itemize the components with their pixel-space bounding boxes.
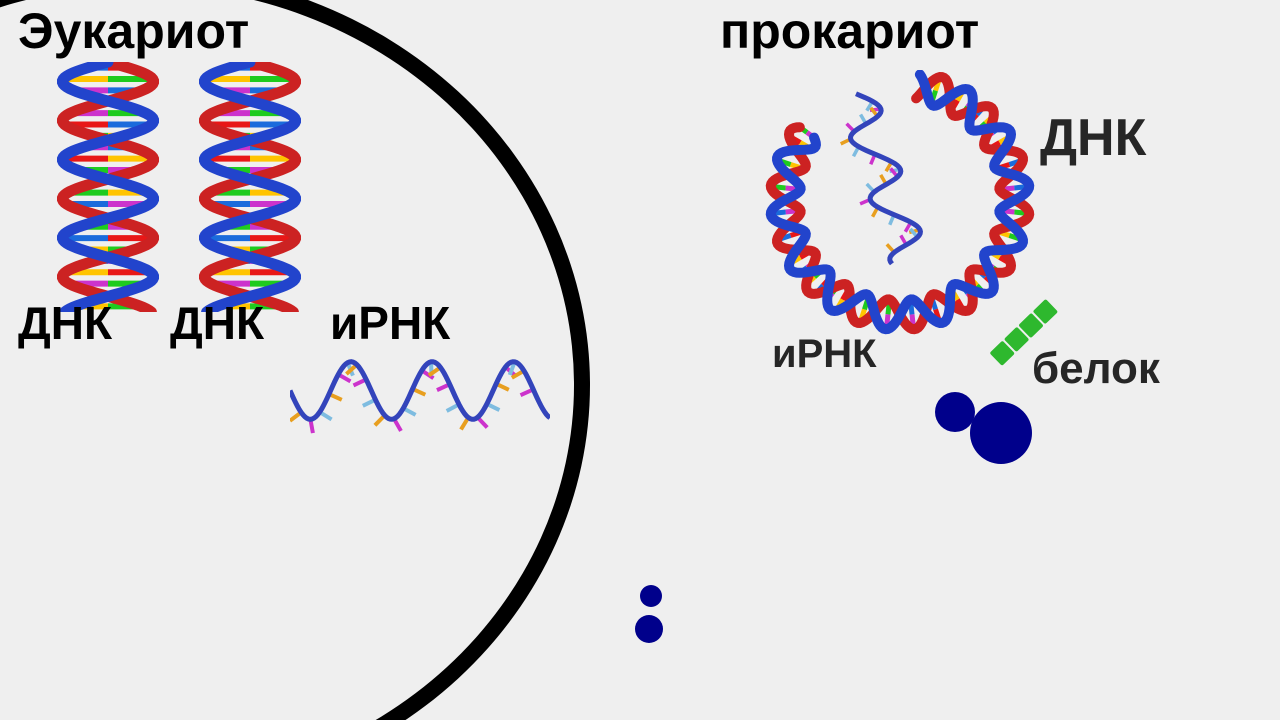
- ribosome-large: [970, 402, 1032, 464]
- dna-helix-1: [48, 62, 168, 312]
- dna-label-prokaryote: ДНК: [1040, 108, 1146, 168]
- mrna-eukaryote: [290, 350, 550, 440]
- mrna-label-prokaryote: иРНК: [772, 332, 877, 377]
- free-ribosome: [635, 615, 663, 643]
- protein-label: белок: [1032, 344, 1160, 394]
- ribosome-small: [935, 392, 975, 432]
- eukaryote-title: Эукариот: [18, 2, 249, 60]
- prokaryote-title: прокариот: [720, 2, 979, 60]
- mrna-label-eukaryote: иРНК: [330, 296, 450, 350]
- dna-label-2: ДНК: [170, 296, 264, 350]
- dna-label-1: ДНК: [18, 296, 112, 350]
- free-ribosome: [640, 585, 662, 607]
- dna-helix-2: [190, 62, 310, 312]
